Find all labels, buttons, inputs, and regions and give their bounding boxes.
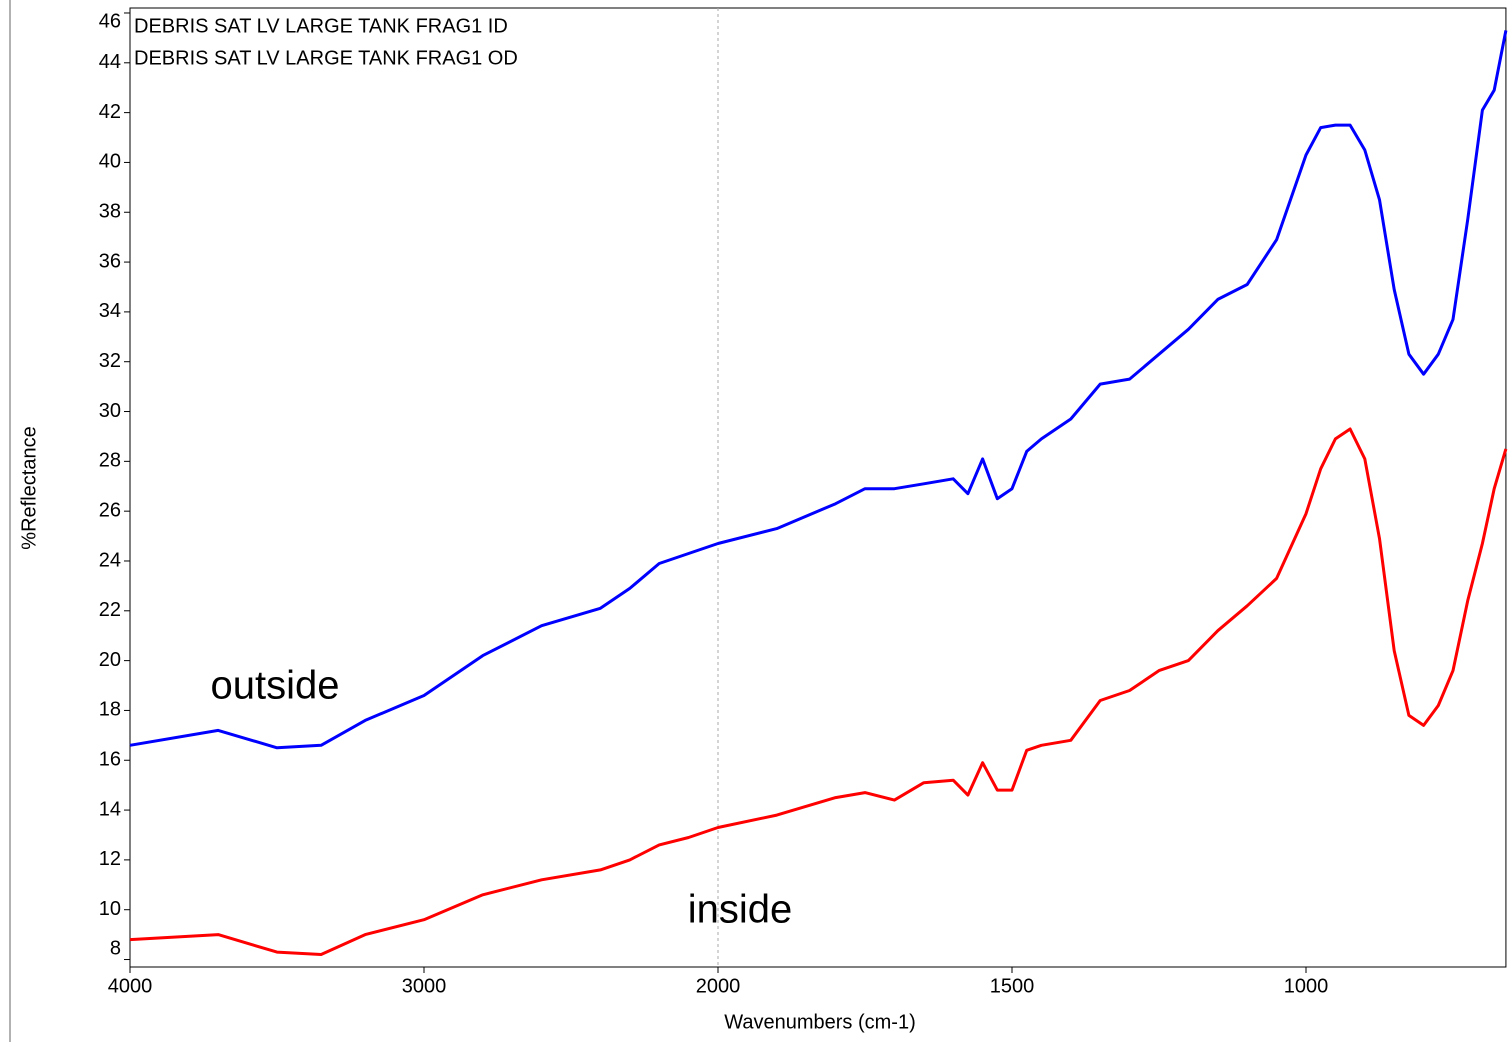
y-tick-label: 24 [99, 549, 121, 571]
y-tick-label: 12 [99, 848, 121, 870]
y-tick-label: 18 [99, 699, 121, 721]
y-tick-label: 22 [99, 599, 121, 621]
y-tick-label: 46 [99, 10, 121, 32]
y-tick-label: 38 [99, 201, 121, 223]
y-tick-label: 44 [99, 51, 121, 73]
y-tick-label: 28 [99, 450, 121, 472]
spectrum-line [129, 427, 1508, 956]
y-tick-label: 26 [99, 499, 121, 521]
y-axis-label: %Reflectance [18, 426, 40, 549]
y-tick-label: 20 [99, 649, 121, 671]
y-tick-label: 30 [99, 400, 121, 422]
y-tick-label: 36 [99, 250, 121, 272]
y-tick-label: 42 [99, 101, 121, 123]
y-tick-label: 34 [99, 300, 121, 322]
plot-frame [129, 7, 1507, 968]
y-tick-label: 8 [110, 937, 121, 959]
legend-entry: DEBRIS SAT LV LARGE TANK FRAG1 ID [134, 15, 508, 37]
y-tick-label: 32 [99, 350, 121, 372]
annotation: inside [688, 888, 793, 932]
legend-entry: DEBRIS SAT LV LARGE TANK FRAG1 OD [134, 47, 518, 69]
x-tick-label: 4000 [108, 975, 153, 997]
y-tick-label: 14 [99, 798, 121, 820]
y-tick-label: 10 [99, 898, 121, 920]
annotation: outside [211, 664, 340, 708]
spectrum-line [129, 30, 1508, 750]
y-tick-label: 40 [99, 151, 121, 173]
x-tick-label: 1000 [1284, 975, 1329, 997]
x-tick-label: 1500 [990, 975, 1035, 997]
x-tick-label: 2000 [696, 975, 741, 997]
x-tick-label: 3000 [402, 975, 447, 997]
y-tick-label: 16 [99, 749, 121, 771]
x-axis-label: Wavenumbers (cm-1) [724, 1011, 916, 1033]
